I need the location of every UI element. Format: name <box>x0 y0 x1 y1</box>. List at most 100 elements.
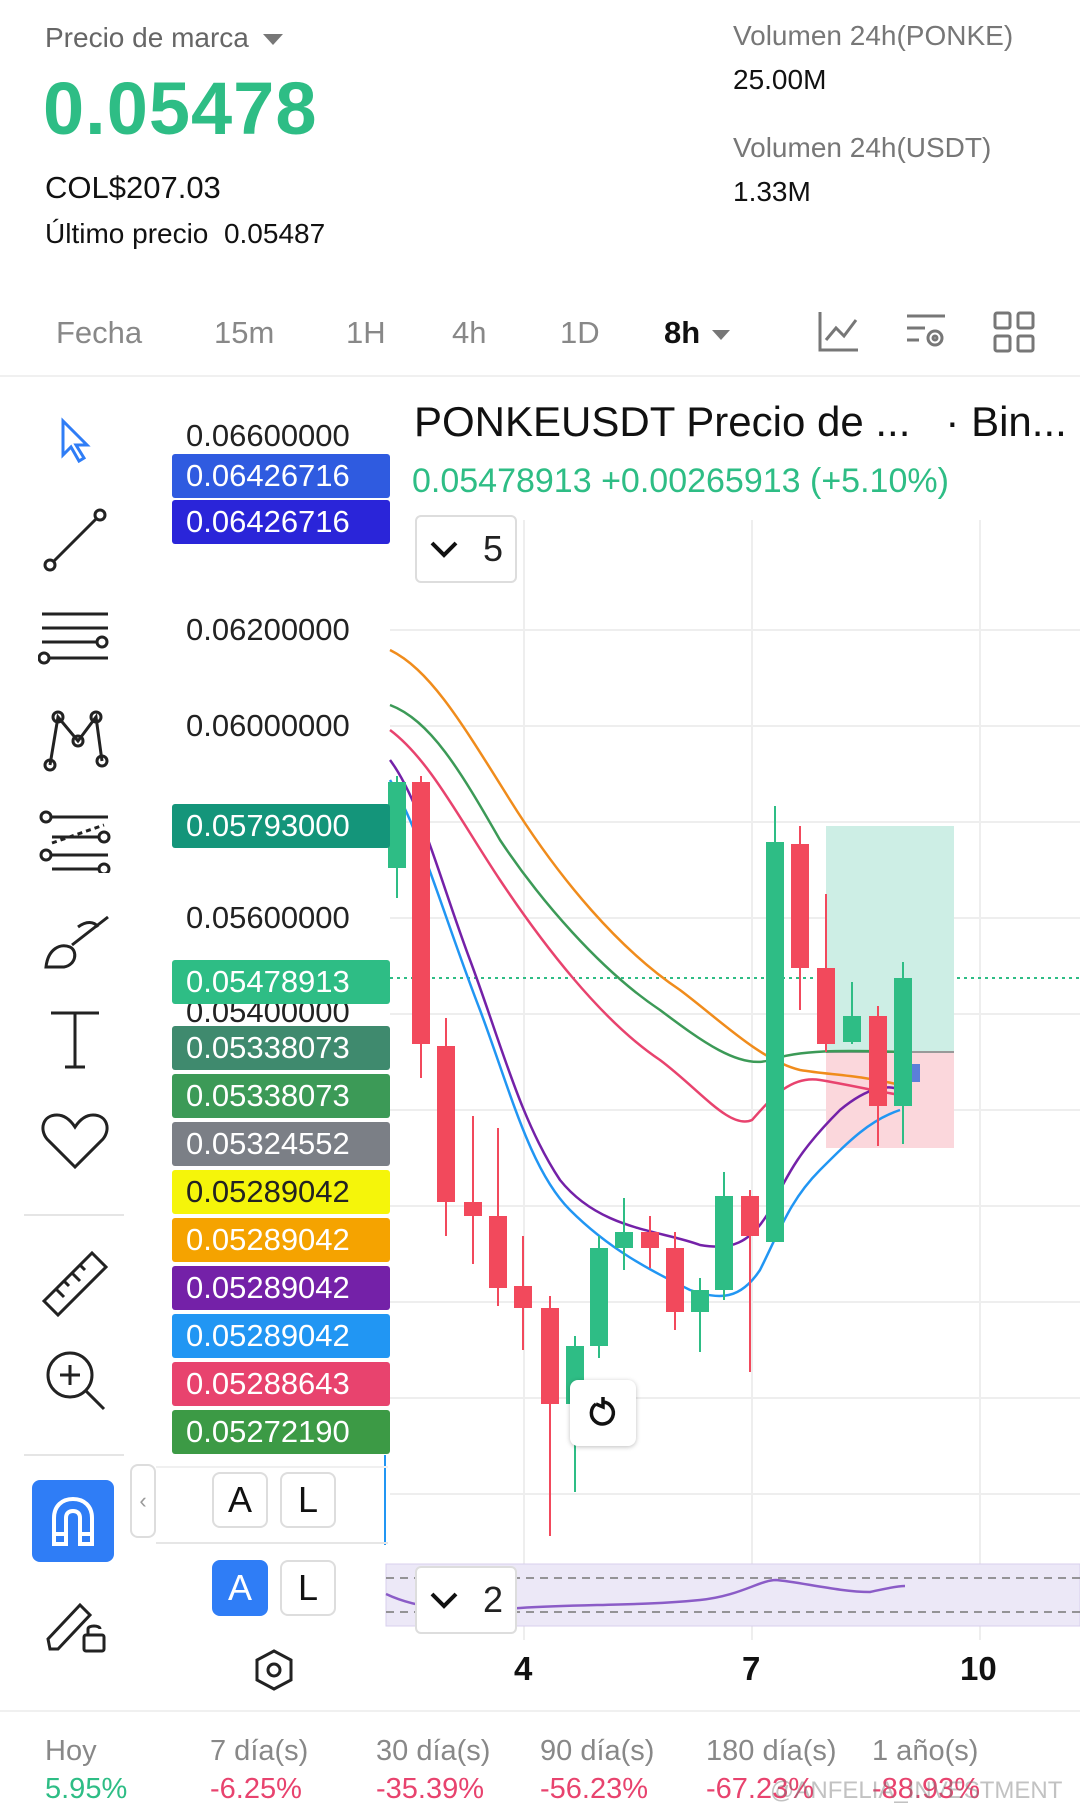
tab-8h[interactable]: 8h <box>664 315 731 351</box>
log-scale-button-sub[interactable]: L <box>280 1560 336 1616</box>
auto-scale-button[interactable]: A <box>212 1472 268 1528</box>
price-tag: 0.05338073 <box>172 1074 390 1118</box>
ruler-tool[interactable] <box>30 1244 120 1324</box>
candle-small <box>912 1064 920 1082</box>
cursor-tool[interactable] <box>30 400 120 480</box>
perf-period-label: 7 día(s) <box>210 1735 309 1767</box>
perf-period-value: -67.23% <box>706 1773 815 1805</box>
volume-quote-value: 1.33M <box>733 176 811 207</box>
toolbar-divider <box>24 1214 124 1216</box>
perf-period-label: 90 día(s) <box>540 1735 655 1767</box>
watermark-text: @ANFELIA_INVESTMENT <box>770 1777 1063 1804</box>
indicators-toggle-button[interactable]: 5 <box>415 515 517 583</box>
price-tag: 0.05288643 <box>172 1362 390 1406</box>
last-price-label: Último precio <box>45 218 209 249</box>
price-axis-label: 0.06000000 <box>186 708 350 743</box>
price-axis-label: 0.06600000 <box>186 418 350 453</box>
tab-15m[interactable]: 15m <box>214 315 275 350</box>
ma-blue-line <box>388 779 901 1298</box>
candle-bear <box>791 844 809 968</box>
chart-symbol-title: PONKEUSDT Precio de ... · Bin... <box>414 398 1067 446</box>
trend-line-tool[interactable] <box>30 500 120 580</box>
reset-chart-button[interactable] <box>570 1380 636 1446</box>
brush-tool[interactable] <box>30 900 120 980</box>
mark-price-label: Precio de marca <box>45 22 249 53</box>
candlesticks <box>388 776 920 1536</box>
volume-quote-label: Volumen 24h(USDT) <box>733 132 992 163</box>
price-tag: 0.06426716 <box>172 500 390 544</box>
tab-1h[interactable]: 1H <box>346 315 386 350</box>
tab-1d[interactable]: 1D <box>560 315 600 350</box>
candle-bull <box>894 978 912 1106</box>
layout-grid-icon[interactable] <box>992 310 1036 354</box>
perf-period-label: 1 año(s) <box>872 1735 979 1767</box>
candle-bull <box>691 1290 709 1312</box>
perf-period-value: -56.23% <box>540 1773 649 1805</box>
chevron-down-icon <box>430 1592 458 1609</box>
pattern-tool[interactable] <box>30 700 120 780</box>
candle-bull <box>715 1196 733 1290</box>
perf-period-label: 30 día(s) <box>376 1735 491 1767</box>
price-tag: 0.06426716 <box>172 454 390 498</box>
candle-bear <box>464 1202 482 1216</box>
volume-base-label: Volumen 24h(PONKE) <box>733 20 1014 51</box>
price-tag: 0.05289042 <box>172 1218 390 1262</box>
price-axis-label: 0.05600000 <box>186 900 350 935</box>
last-price-value: 0.05487 <box>223 218 326 249</box>
price-tag: 0.05478913 <box>172 960 390 1004</box>
price-tag: 0.05272190 <box>172 1410 390 1454</box>
magnet-icon <box>52 1496 94 1546</box>
candle-bull <box>766 842 784 1242</box>
ma-pink-line <box>389 729 901 1123</box>
text-tool[interactable] <box>30 1000 120 1080</box>
chevron-down-icon <box>262 34 283 46</box>
candle-bull <box>590 1248 608 1346</box>
candle-bear <box>641 1232 659 1248</box>
chart-settings-icon[interactable] <box>903 308 949 354</box>
axis-divider <box>156 1542 388 1544</box>
time-axis-label: 4 <box>514 1650 533 1687</box>
horizontal-lines-tool[interactable] <box>30 596 120 676</box>
tab-8h-label: 8h <box>664 315 701 350</box>
time-axis-label: 10 <box>960 1650 997 1687</box>
candle-bear <box>869 1016 887 1106</box>
ma-purple-line <box>388 759 901 1248</box>
perf-period-label: 180 día(s) <box>706 1735 837 1767</box>
axis-divider <box>156 1466 388 1468</box>
tab-fecha[interactable]: Fecha <box>56 315 143 350</box>
perf-period-value: -6.25% <box>210 1773 302 1805</box>
log-scale-button[interactable]: L <box>280 1472 336 1528</box>
price-tag: 0.05793000 <box>172 804 390 848</box>
toolbar-divider <box>24 1454 124 1456</box>
position-loss-zone <box>826 1052 954 1148</box>
lock-drawings-icon[interactable] <box>30 1586 120 1666</box>
chart-title-text: PONKEUSDT Precio de ... <box>414 398 911 445</box>
heart-icon[interactable] <box>30 1100 120 1180</box>
candle-bear <box>412 782 430 1044</box>
zoom-in-icon[interactable] <box>30 1340 120 1420</box>
magnet-mode-button[interactable] <box>32 1480 114 1562</box>
indicators-count: 5 <box>482 528 503 569</box>
price-tag: 0.05289042 <box>172 1170 390 1214</box>
auto-scale-button-sub[interactable]: A <box>212 1560 268 1616</box>
chart-source-text: · Bin... <box>945 398 1067 445</box>
sub-indicators-count: 2 <box>482 1579 503 1620</box>
mark-price-value: 0.05478 <box>43 67 318 150</box>
candle-bear <box>514 1286 532 1308</box>
position-profit-zone <box>826 826 954 1052</box>
last-price-row: Último precio 0.05487 <box>45 218 325 250</box>
price-tag: 0.05324552 <box>172 1122 390 1166</box>
candle-bear <box>817 968 835 1044</box>
candle-bull <box>388 782 406 868</box>
fib-tool[interactable] <box>30 800 120 880</box>
candle-bull <box>843 1016 861 1042</box>
candle-bear <box>489 1216 507 1288</box>
mark-price-dropdown[interactable]: Precio de marca <box>45 22 283 54</box>
tab-4h[interactable]: 4h <box>452 315 487 350</box>
sub-indicators-toggle-button[interactable]: 2 <box>415 1566 517 1634</box>
chart-settings-hex-icon[interactable] <box>252 1648 296 1692</box>
indicator-chart-icon[interactable] <box>816 308 862 354</box>
candle-bear <box>666 1248 684 1312</box>
collapse-toolbar-button[interactable]: ‹ <box>130 1464 156 1538</box>
price-axis-label: 0.06200000 <box>186 612 350 647</box>
